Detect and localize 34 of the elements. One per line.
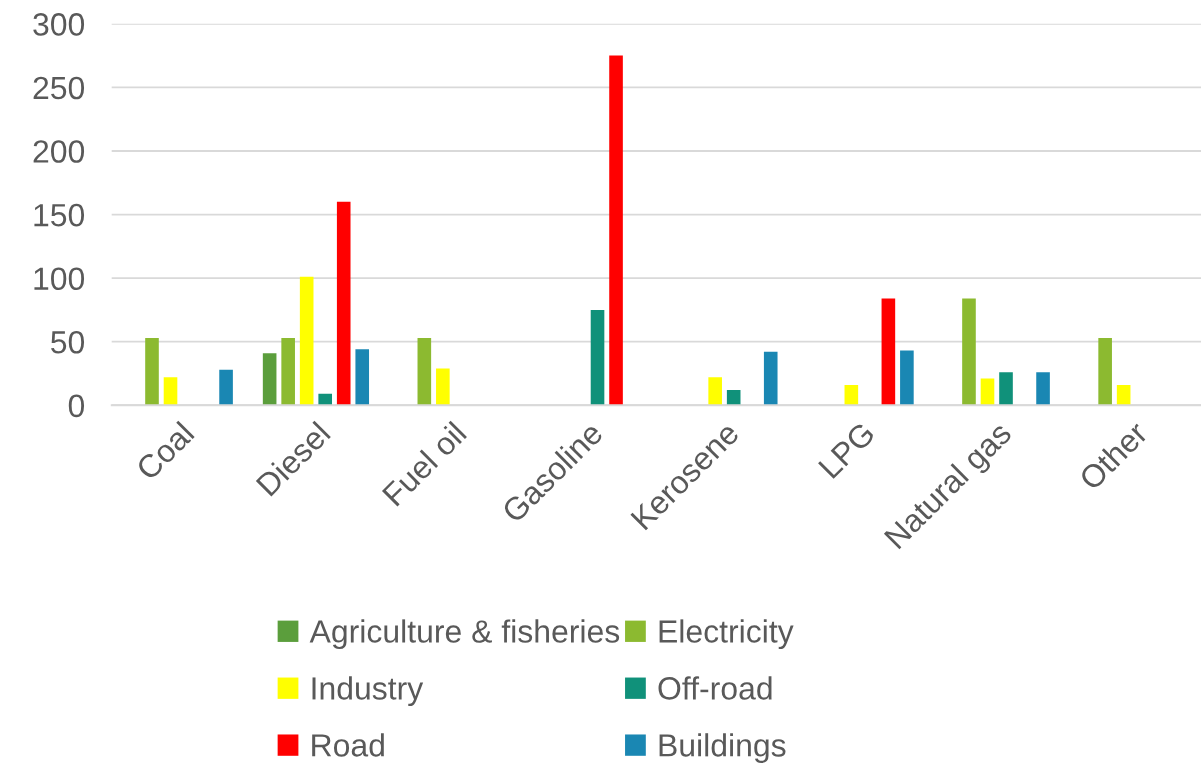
bar [436, 368, 450, 406]
bar [900, 350, 914, 406]
bar [355, 349, 370, 406]
bar [219, 369, 233, 406]
bar [1098, 337, 1112, 406]
legend-label: Road [312, 733, 384, 757]
bar [262, 353, 277, 406]
y-tick-label: 200 [33, 140, 85, 163]
legend-label: Buildings [659, 733, 786, 763]
y-tick-label: 0 [68, 394, 85, 418]
bar [318, 393, 333, 406]
bar [881, 298, 896, 406]
y-tick-label: 50 [51, 330, 85, 354]
bar [336, 201, 351, 406]
bar [609, 55, 623, 406]
legend-label: Electricity [659, 619, 794, 650]
bar [417, 337, 432, 406]
bar [962, 298, 976, 406]
bar [1036, 372, 1050, 406]
y-tick-label: 300 [33, 13, 85, 36]
y-tick-label: 250 [33, 76, 85, 100]
bar [299, 276, 314, 406]
bar [145, 337, 159, 406]
bar [763, 351, 778, 406]
bar [590, 309, 605, 406]
y-tick-label: 100 [34, 267, 85, 291]
legend-label: Agriculture & fisheries [309, 619, 620, 650]
bar [999, 372, 1013, 406]
y-tick-label: 150 [34, 203, 85, 227]
bar [708, 377, 722, 406]
legend-label: Industry [312, 676, 424, 707]
bar [281, 337, 295, 406]
bar [163, 377, 178, 406]
legend-label: Off-road [658, 676, 772, 700]
